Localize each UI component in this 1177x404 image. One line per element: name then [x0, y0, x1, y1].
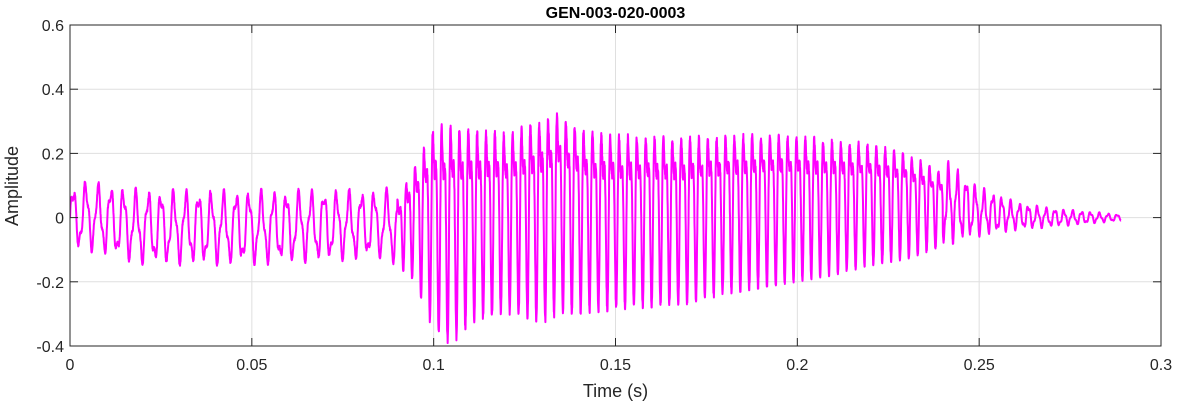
- y-axis-ticks: -0.4 -0.2 0 0.2 0.4 0.6: [36, 18, 1161, 356]
- x-tick-label: 0: [66, 357, 75, 374]
- x-tick-label: 0.3: [1150, 357, 1172, 374]
- x-tick-label: 0.1: [423, 357, 445, 374]
- x-tick-label: 0.15: [600, 357, 631, 374]
- y-tick-label: 0.2: [42, 146, 64, 163]
- x-axis-ticks: 0 0.05 0.1 0.15 0.2 0.25 0.3: [66, 25, 1172, 374]
- y-tick-label: -0.4: [36, 339, 64, 356]
- x-tick-label: 0.05: [236, 357, 267, 374]
- chart-title: GEN-003-020-0003: [546, 5, 686, 22]
- y-tick-label: 0.4: [42, 82, 64, 99]
- y-tick-label: -0.2: [36, 275, 64, 292]
- waveform-line: [70, 112, 1122, 345]
- y-tick-label: 0: [55, 211, 64, 228]
- x-axis-label: Time (s): [583, 381, 648, 401]
- waveform-group: [70, 112, 1122, 345]
- x-tick-label: 0.25: [964, 357, 995, 374]
- y-tick-label: 0.6: [42, 18, 64, 35]
- y-axis-label: Amplitude: [2, 146, 22, 226]
- x-tick-label: 0.2: [786, 357, 808, 374]
